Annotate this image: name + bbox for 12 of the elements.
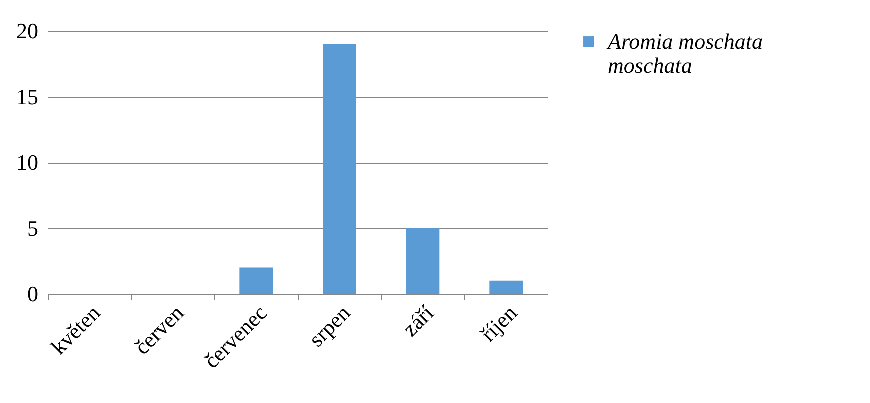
legend-label: Aromia moschata moschata <box>606 29 764 78</box>
y-tick-label: 20 <box>16 18 38 44</box>
bar <box>240 268 273 294</box>
x-tick-label: září <box>398 300 439 342</box>
y-tick-label: 10 <box>16 150 38 175</box>
bar <box>490 280 523 294</box>
x-tick-label: říjen <box>476 300 522 347</box>
y-tick-label: 0 <box>28 282 38 306</box>
bar <box>406 228 440 294</box>
y-tick-label: 15 <box>16 84 38 110</box>
y-tick-label: 5 <box>28 216 38 241</box>
bar <box>323 44 356 294</box>
